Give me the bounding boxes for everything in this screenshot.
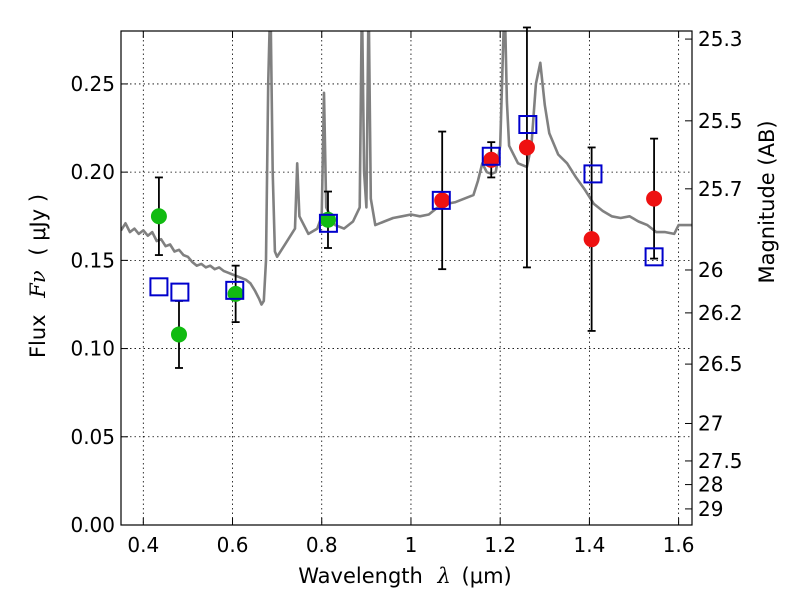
model-photometry-box	[644, 247, 664, 267]
red-data-point	[583, 231, 600, 248]
x-tick-label: 1.2	[484, 533, 516, 557]
right-tick-label: 26.2	[698, 301, 743, 325]
axis-ticks: 0.4 0.6 0.8 1 1.2 1.4 1.6 0.00 0.05 0.10 0.15 0.20 0…	[70, 27, 742, 557]
model-photometry-box	[431, 190, 451, 210]
plot-frame	[120, 30, 693, 526]
right-tick-label: 25.5	[698, 109, 743, 133]
right-axis-label: Magnitude (AB)	[755, 120, 779, 283]
x-tick-label: 0.8	[306, 533, 338, 557]
y-tick-label: 0.00	[70, 513, 115, 537]
y-axis-label-unit: ( μJy )	[26, 194, 50, 256]
red-data-point	[518, 139, 535, 156]
right-tick-label: 26.5	[698, 352, 743, 376]
y-axis-label-symbol: Fν	[26, 270, 50, 299]
green-data-point	[170, 326, 187, 343]
red-data-point	[434, 192, 451, 209]
model-photometry-box	[583, 164, 603, 184]
model-spectrum-line	[121, 31, 692, 306]
model-photometry-box	[225, 280, 245, 300]
right-tick-label: 25.7	[698, 177, 743, 201]
model-spectrum-layer	[121, 31, 692, 306]
x-tick-label: 0.4	[127, 533, 159, 557]
y-tick-label: 0.05	[70, 425, 115, 449]
right-tick-label: 27	[698, 411, 723, 435]
x-tick-label: 0.6	[217, 533, 249, 557]
x-tick-label: 1.4	[573, 533, 605, 557]
error-bars	[154, 26, 659, 369]
green-data-point	[150, 208, 167, 225]
x-axis-label-prefix: Wavelength	[298, 564, 423, 588]
x-tick-label: 1.6	[663, 533, 695, 557]
x-axis-label-unit: (μm)	[462, 564, 512, 588]
right-tick-label: 29	[698, 497, 723, 521]
x-tick-label: 1	[405, 533, 418, 557]
y-tick-label: 0.20	[70, 160, 115, 184]
y-tick-label: 0.15	[70, 248, 115, 272]
right-tick-label: 28	[698, 473, 723, 497]
model-photometry-box	[481, 146, 501, 166]
x-axis-label-symbol: λ	[437, 564, 451, 588]
right-tick-label: 25.3	[698, 27, 743, 51]
right-tick-label: 27.5	[698, 449, 743, 473]
y-axis-label: Flux Fν ( μJy )	[26, 194, 50, 358]
y-tick-label: 0.10	[70, 337, 115, 361]
x-axis-label: Wavelength λ (μm)	[298, 564, 511, 588]
right-tick-label: 26	[698, 258, 723, 282]
model-photometry-box	[518, 115, 538, 135]
grid	[121, 31, 692, 526]
data-markers	[149, 115, 664, 343]
model-photometry-box	[170, 282, 190, 302]
y-axis-label-prefix: Flux	[26, 314, 50, 358]
y-tick-label: 0.25	[70, 72, 115, 96]
red-data-point	[646, 190, 663, 207]
model-photometry-box	[149, 277, 169, 297]
model-photometry-box	[318, 213, 338, 233]
